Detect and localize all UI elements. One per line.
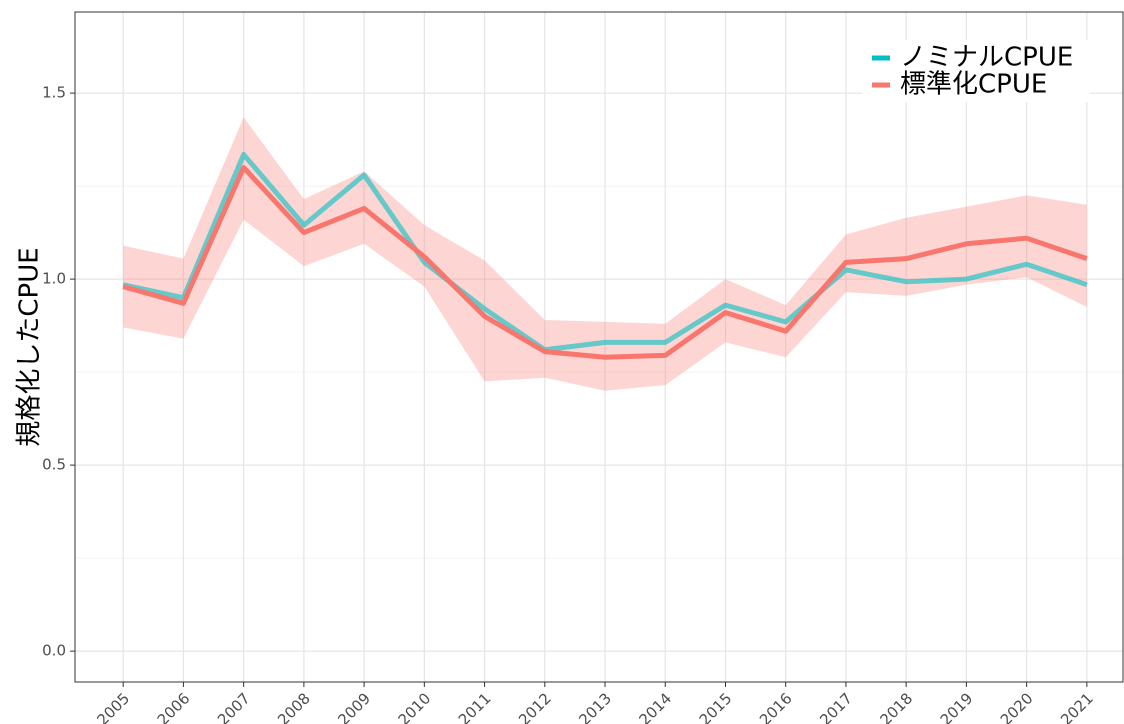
x-tick-label: 2016 — [756, 689, 796, 724]
legend-label: ノミナルCPUE — [900, 43, 1073, 73]
confidence-band — [725, 279, 786, 358]
x-tick-label: 2013 — [575, 689, 615, 724]
x-tick-label: 2008 — [274, 689, 314, 724]
legend-box — [862, 40, 1090, 102]
x-tick-label: 2005 — [93, 689, 133, 724]
y-tick-label: 1.0 — [42, 270, 66, 288]
y-tick-label: 1.5 — [42, 84, 66, 102]
x-tick-label: 2012 — [515, 689, 555, 724]
x-tick-label: 2021 — [1057, 689, 1097, 724]
x-tick-label: 2018 — [876, 689, 916, 724]
x-tick-label: 2006 — [154, 689, 194, 724]
x-tick-label: 2019 — [937, 689, 977, 724]
legend-label: 標準化CPUE — [900, 70, 1047, 100]
series-line — [122, 151, 1088, 353]
confidence-band — [424, 225, 485, 382]
y-axis-label: 規格化したCPUE — [15, 247, 45, 446]
x-tick-label: 2007 — [214, 689, 254, 724]
confidence-band — [1026, 195, 1087, 308]
plot-border — [74, 11, 1124, 683]
y-tick-label: 0.0 — [42, 642, 66, 660]
confidence-band — [484, 260, 545, 382]
x-tick-label: 2011 — [455, 689, 495, 724]
x-tick-label: 2010 — [395, 689, 435, 724]
x-tick-label: 2009 — [334, 689, 374, 724]
x-tick-label: 2020 — [997, 689, 1037, 724]
x-tick-label: 2017 — [816, 689, 856, 724]
x-tick-label: 2015 — [696, 689, 736, 724]
x-tick-label: 2014 — [636, 689, 676, 724]
y-tick-label: 0.5 — [42, 456, 66, 474]
series-line — [122, 165, 1088, 360]
